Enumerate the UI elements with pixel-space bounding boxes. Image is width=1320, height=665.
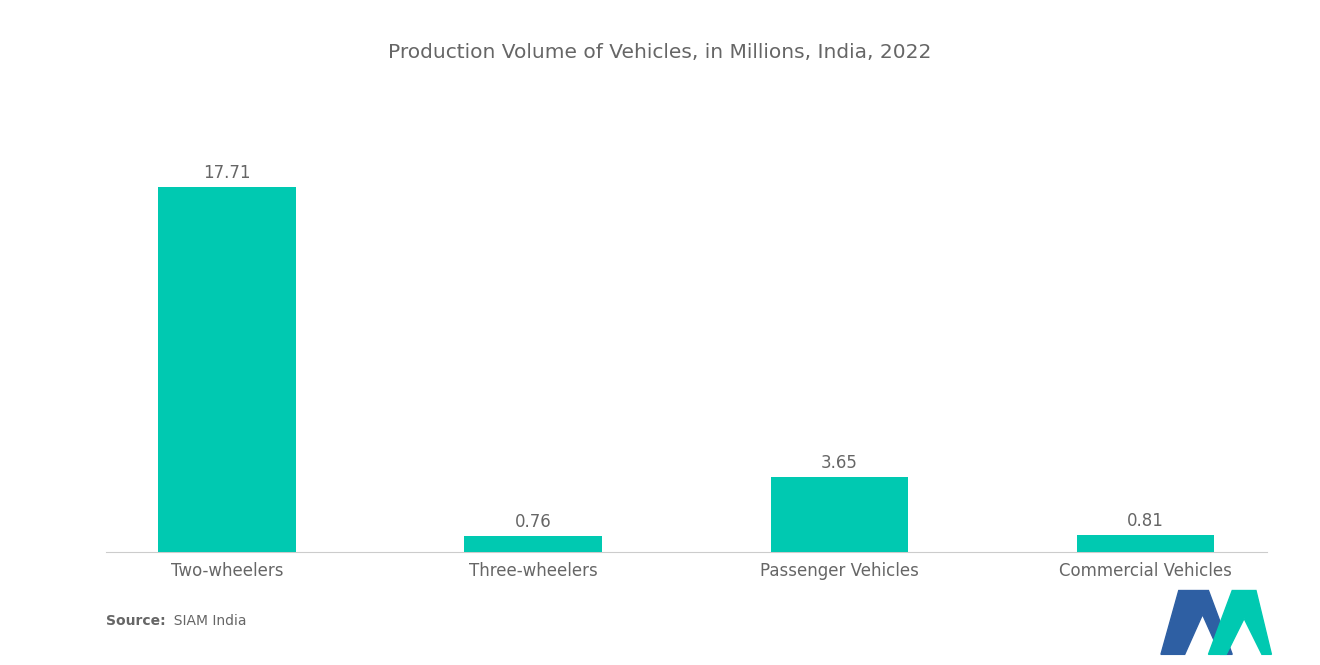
Text: Production Volume of Vehicles, in Millions, India, 2022: Production Volume of Vehicles, in Millio… — [388, 43, 932, 63]
Bar — [771, 477, 908, 552]
Bar — [158, 187, 296, 552]
Polygon shape — [1209, 591, 1271, 654]
Text: 0.81: 0.81 — [1127, 512, 1164, 530]
Text: Source:: Source: — [106, 614, 165, 628]
Bar — [465, 536, 602, 552]
Text: 0.76: 0.76 — [515, 513, 552, 531]
Text: 17.71: 17.71 — [203, 164, 251, 182]
Polygon shape — [1162, 591, 1233, 654]
Bar — [1077, 535, 1214, 552]
Text: 3.65: 3.65 — [821, 454, 858, 471]
Text: SIAM India: SIAM India — [165, 614, 247, 628]
